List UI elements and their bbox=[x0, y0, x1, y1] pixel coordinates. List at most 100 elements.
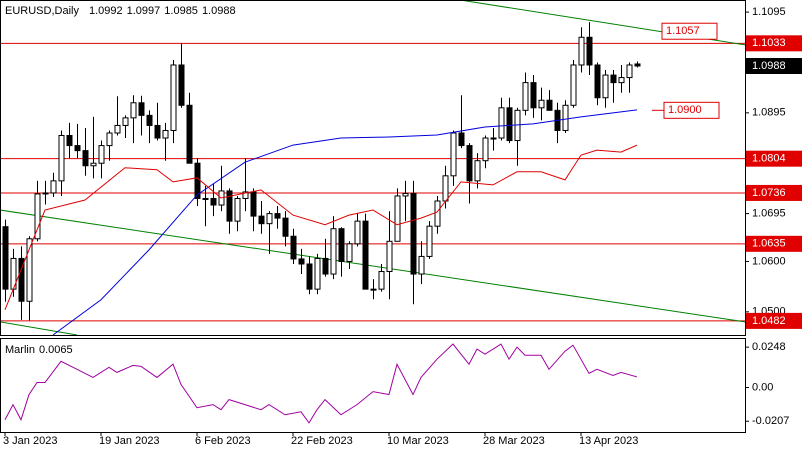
candle-body bbox=[258, 215, 265, 225]
candle-body bbox=[594, 64, 601, 99]
x-tick-label: 13 Apr 2023 bbox=[579, 435, 638, 447]
level-label: 1.0635 bbox=[752, 238, 786, 250]
candle-body bbox=[418, 255, 425, 275]
y-tick-label: -0.0207 bbox=[752, 415, 789, 427]
candle-body bbox=[586, 36, 593, 66]
level-label-box bbox=[746, 184, 802, 201]
candle-body bbox=[66, 135, 73, 147]
candle-body bbox=[402, 192, 409, 197]
candle-body bbox=[34, 193, 41, 240]
x-tick-label: 19 Jan 2023 bbox=[99, 435, 160, 447]
candle-body bbox=[362, 220, 369, 290]
candle-body bbox=[130, 102, 137, 119]
x-tick-label: 22 Feb 2023 bbox=[291, 435, 353, 447]
candle-body bbox=[154, 124, 161, 139]
indicator-plot bbox=[4, 343, 638, 424]
candle-body bbox=[274, 213, 281, 219]
header-open: 1.0992 bbox=[89, 5, 123, 17]
candle-body bbox=[306, 263, 313, 290]
indicator-header: Marlin 0.0065 bbox=[5, 344, 73, 356]
level-label: 1.0736 bbox=[752, 187, 786, 199]
candle-body bbox=[346, 243, 353, 262]
indicator-frame bbox=[0, 338, 746, 433]
candle-body bbox=[602, 74, 609, 99]
candle-body bbox=[370, 288, 377, 291]
candle-body bbox=[98, 145, 105, 164]
candle-body bbox=[458, 132, 465, 147]
header: EURUSD,Daily 1.0992 1.0997 1.0985 1.0988 bbox=[5, 5, 236, 17]
candle-body bbox=[202, 197, 209, 200]
candle-body bbox=[578, 36, 585, 66]
y-tick-label: 1.0695 bbox=[752, 208, 786, 220]
candle-body bbox=[426, 225, 433, 257]
candle-body bbox=[82, 150, 89, 167]
y-tick-label: 0.0248 bbox=[752, 341, 786, 353]
annotation-box bbox=[661, 22, 718, 40]
candle-body bbox=[250, 191, 257, 217]
moving-average bbox=[4, 144, 638, 310]
candle-body bbox=[26, 238, 33, 302]
candle-body bbox=[442, 175, 449, 202]
x-tick-label: 6 Feb 2023 bbox=[195, 435, 251, 447]
candle-body bbox=[226, 190, 233, 222]
level-label-box bbox=[746, 235, 802, 252]
candle-body bbox=[122, 117, 129, 126]
candle-body bbox=[322, 257, 329, 275]
candle-body bbox=[410, 192, 417, 275]
candle-body bbox=[562, 104, 569, 131]
indicator-name: Marlin bbox=[5, 344, 35, 356]
candle-body bbox=[18, 257, 25, 302]
indicator-value: 0.0065 bbox=[39, 344, 73, 356]
x-tick-label: 28 Mar 2023 bbox=[483, 435, 545, 447]
candle-body bbox=[538, 99, 545, 109]
candle-body bbox=[570, 64, 577, 106]
candle-body bbox=[282, 217, 289, 237]
indicator-line bbox=[4, 343, 638, 424]
level-label: 1.0804 bbox=[752, 153, 786, 165]
y-tick-label: 1.0895 bbox=[752, 107, 786, 119]
symbol: EURUSD,Daily bbox=[5, 5, 79, 17]
candle-body bbox=[170, 64, 177, 131]
x-tick-label: 3 Jan 2023 bbox=[3, 435, 57, 447]
candle-body bbox=[314, 257, 321, 290]
candle-body bbox=[50, 180, 57, 194]
trendline bbox=[1, 321, 78, 335]
level-label-box bbox=[746, 35, 802, 52]
trendline bbox=[1, 209, 745, 323]
candle-body bbox=[474, 160, 481, 182]
candle-body bbox=[162, 129, 169, 139]
candle-body bbox=[626, 64, 633, 79]
candle-body bbox=[610, 74, 617, 84]
candle-body bbox=[490, 137, 497, 140]
candle-body bbox=[618, 77, 625, 84]
candle-body bbox=[146, 114, 153, 126]
candle-body bbox=[298, 258, 305, 265]
candle-body bbox=[378, 271, 385, 290]
candle-body bbox=[90, 162, 97, 167]
candle-body bbox=[394, 195, 401, 242]
header-high: 1.0997 bbox=[127, 5, 161, 17]
header-low: 1.0985 bbox=[164, 5, 198, 17]
axes: 1.10951.08951.06951.06001.05000.02480.00… bbox=[3, 6, 802, 447]
candle-body bbox=[522, 82, 529, 111]
price-plot: 1.1057 1.0900 bbox=[1, 1, 745, 335]
candle-body bbox=[466, 145, 473, 182]
candle-body bbox=[450, 132, 457, 177]
candle-body bbox=[530, 82, 537, 109]
level-label-box bbox=[746, 312, 802, 329]
candle-body bbox=[546, 99, 553, 111]
annotation-box bbox=[663, 101, 720, 119]
candle-body bbox=[330, 228, 337, 275]
candle-body bbox=[498, 107, 505, 139]
level-label: 1.1033 bbox=[752, 37, 786, 49]
candle-body bbox=[106, 132, 113, 147]
candle-body bbox=[186, 104, 193, 164]
candle-body bbox=[2, 226, 9, 290]
moving-average bbox=[52, 109, 638, 335]
candle-body bbox=[58, 135, 65, 182]
candle-body bbox=[482, 137, 489, 162]
price-frame bbox=[0, 0, 746, 336]
candle-body bbox=[506, 107, 513, 142]
